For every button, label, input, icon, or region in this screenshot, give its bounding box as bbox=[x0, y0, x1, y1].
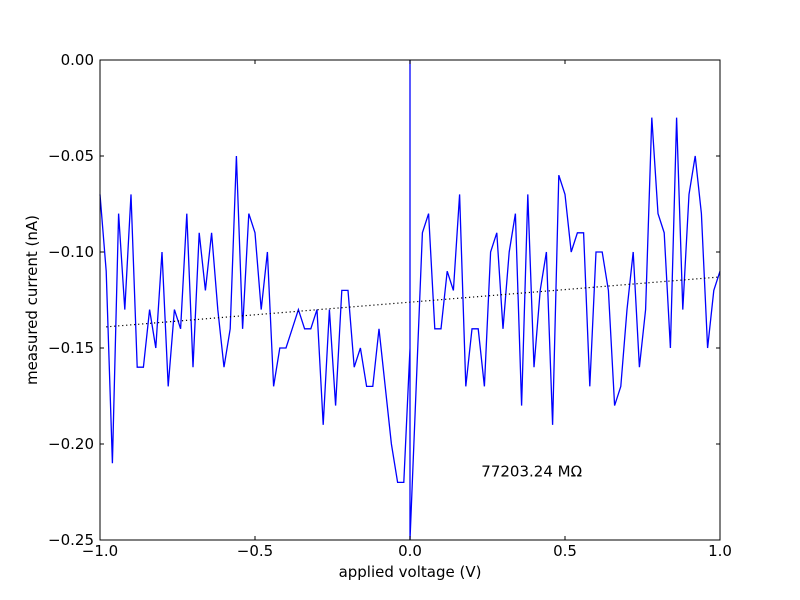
x-tick-label: −1.0 bbox=[82, 542, 118, 560]
tick-layer: −1.0 −0.5 0.0 0.5 1.0 0.00 −0.05 −0.10 −0.15 −0.2… bbox=[48, 51, 732, 560]
x-tick-label: −0.5 bbox=[237, 542, 273, 560]
x-tick-label: 0.0 bbox=[398, 542, 422, 560]
x-tick-label: 0.5 bbox=[553, 542, 577, 560]
y-tick-label: −0.10 bbox=[48, 243, 94, 261]
y-tick-label: −0.20 bbox=[48, 435, 94, 453]
x-tick-label: 1.0 bbox=[708, 542, 732, 560]
current-series-line bbox=[99, 60, 721, 541]
fit-line bbox=[106, 276, 721, 328]
y-tick-label: −0.25 bbox=[48, 531, 94, 549]
y-tick-label: 0.00 bbox=[61, 51, 94, 69]
resistance-annotation: 77203.24 MΩ bbox=[481, 463, 582, 481]
y-axis-label: measured current (nA) bbox=[23, 215, 41, 385]
y-tick-label: −0.05 bbox=[48, 147, 94, 165]
series-layer bbox=[99, 60, 721, 541]
x-axis-label: applied voltage (V) bbox=[339, 563, 482, 581]
y-tick-label: −0.15 bbox=[48, 339, 94, 357]
